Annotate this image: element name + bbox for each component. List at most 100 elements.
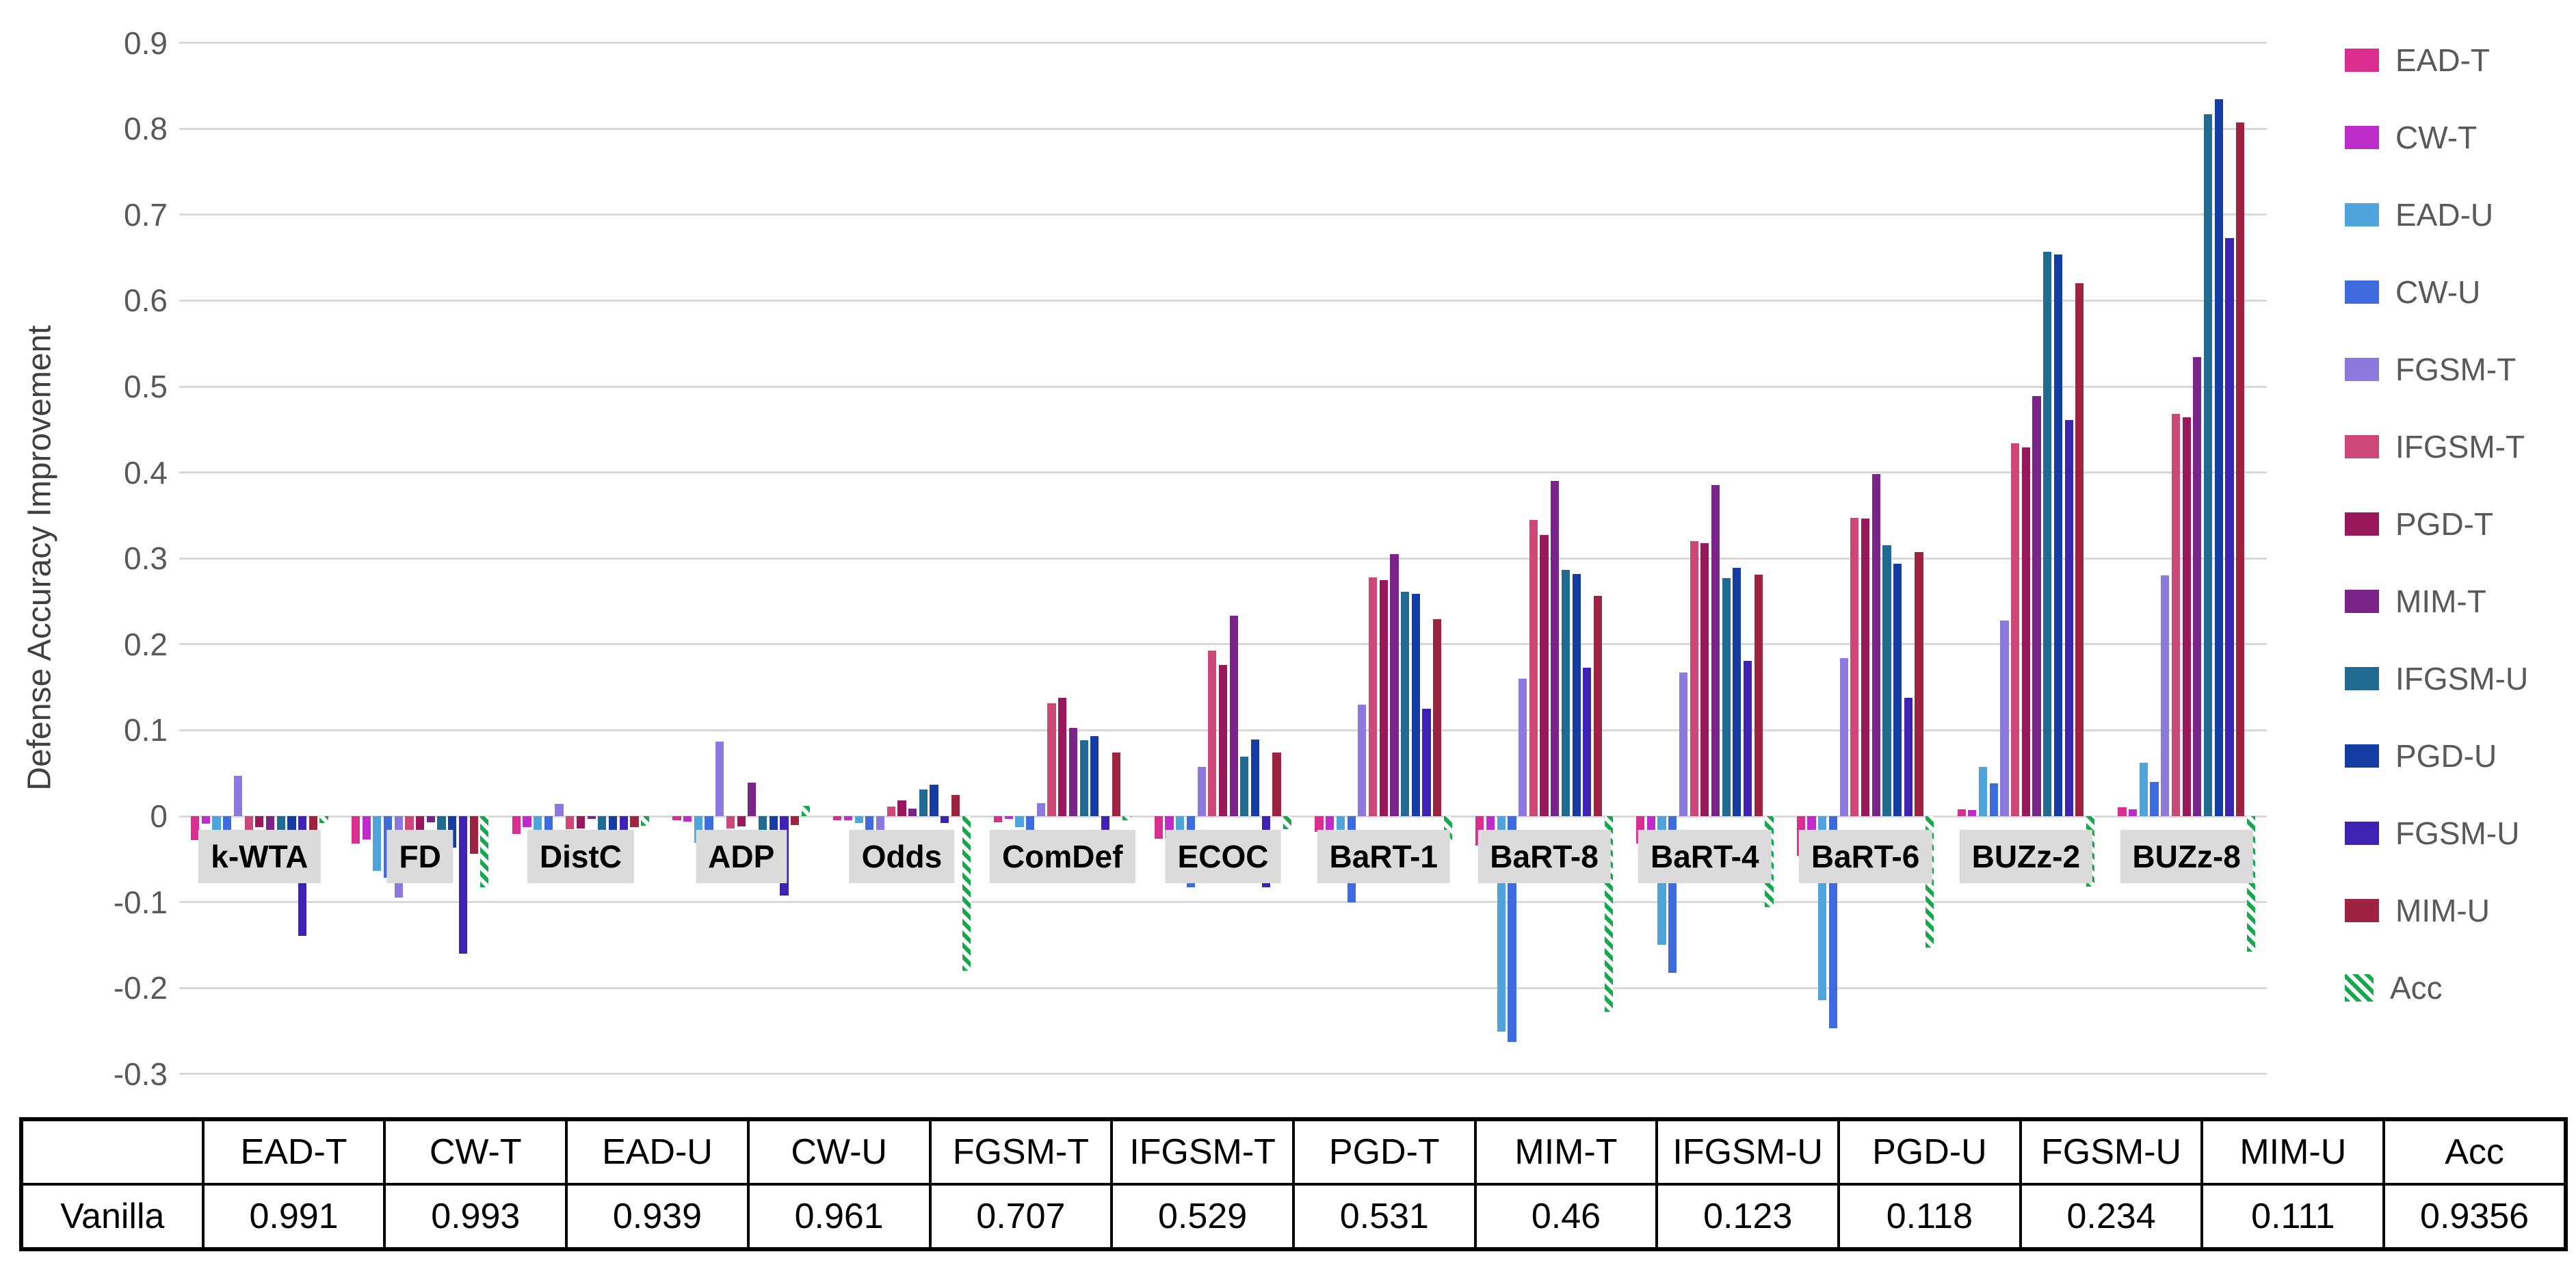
bar — [2161, 575, 2170, 816]
legend-swatch-icon — [2345, 512, 2379, 536]
bar — [1433, 619, 1442, 816]
bar — [941, 816, 949, 824]
bar — [2203, 114, 2213, 816]
bar — [512, 816, 521, 835]
bar — [2139, 763, 2148, 816]
y-tick-label: 0 — [150, 798, 168, 834]
bar — [1283, 816, 1292, 829]
category-label: BaRT-1 — [1317, 830, 1451, 883]
table-value-cell: 0.961 — [746, 1183, 932, 1251]
bar — [1572, 573, 1581, 816]
bar — [1722, 578, 1731, 816]
bar — [2118, 807, 2127, 816]
legend-item: FGSM-U — [2345, 815, 2520, 851]
bar — [1326, 816, 1335, 834]
legend-item: EAD-T — [2345, 42, 2490, 78]
gridline — [179, 299, 2267, 302]
category-label: BaRT-6 — [1798, 830, 1932, 883]
bar — [2182, 417, 2191, 816]
bar — [672, 816, 681, 821]
legend-label: CW-T — [2395, 120, 2478, 155]
bar — [265, 816, 275, 832]
legend-item: CW-U — [2345, 274, 2480, 310]
bar — [962, 816, 971, 971]
bar — [1915, 552, 1923, 816]
y-tick-label: 0.1 — [124, 712, 168, 748]
gridline — [179, 385, 2267, 388]
legend-item: FGSM-T — [2345, 352, 2516, 387]
bar — [1411, 593, 1420, 816]
bar — [683, 816, 692, 822]
gridline — [179, 42, 2267, 44]
bar — [1208, 650, 1217, 816]
bar — [1240, 757, 1249, 816]
table-header-cell: PGD-T — [1291, 1118, 1477, 1186]
bar — [1807, 816, 1816, 833]
legend-label: FGSM-U — [2395, 815, 2520, 851]
bar — [1583, 667, 1592, 816]
legend-swatch-icon — [2345, 974, 2374, 1002]
legend-swatch-icon — [2345, 822, 2379, 845]
bar — [2032, 395, 2041, 816]
legend-swatch-icon — [2345, 590, 2379, 613]
bar — [1744, 660, 1752, 816]
bar — [2064, 419, 2073, 816]
legend-item: MIM-U — [2345, 893, 2490, 928]
bar — [758, 816, 767, 834]
bar — [544, 816, 553, 833]
bar — [1839, 657, 1848, 816]
bar — [1486, 816, 1495, 833]
y-tick-label: 0.7 — [124, 196, 168, 233]
bar — [737, 816, 746, 827]
legend-label: Acc — [2390, 970, 2443, 1006]
bar — [1251, 740, 1260, 816]
bar — [1904, 697, 1913, 816]
bar — [416, 816, 425, 832]
bar — [405, 816, 414, 832]
table-value-cell: 0.993 — [383, 1183, 568, 1251]
bar — [1368, 577, 1378, 816]
bar — [1197, 767, 1206, 816]
gridline — [179, 213, 2267, 216]
bar — [1551, 481, 1560, 816]
table-header-cell: CW-U — [746, 1118, 932, 1186]
bar — [276, 816, 285, 832]
bar — [1733, 568, 1742, 816]
bar — [598, 816, 607, 833]
y-tick-label: 0.5 — [124, 369, 168, 404]
bar — [362, 816, 371, 839]
legend-item: IFGSM-U — [2345, 661, 2528, 696]
legend-swatch-icon — [2345, 744, 2379, 768]
legend-label: FGSM-T — [2395, 352, 2516, 387]
bar — [886, 807, 895, 816]
category-label: ADP — [696, 830, 787, 883]
legend-item: Acc — [2345, 970, 2443, 1006]
y-axis-title-wrap: Defense Accuracy Improvement — [21, 216, 59, 900]
table-header-cell: FGSM-T — [928, 1118, 1114, 1186]
legend-item: PGD-T — [2345, 506, 2493, 542]
table-value-cell: 0.46 — [1473, 1183, 1659, 1251]
bar — [2053, 254, 2063, 816]
bar — [576, 816, 585, 828]
bar — [2011, 443, 2020, 816]
category-label: BaRT-4 — [1638, 830, 1772, 883]
bar — [351, 816, 360, 844]
bar — [608, 816, 618, 834]
bar — [1058, 697, 1067, 816]
bar — [641, 816, 650, 826]
table-row-label: Vanilla — [20, 1183, 205, 1251]
bar — [1112, 753, 1120, 816]
gridline — [179, 471, 2267, 474]
legend-swatch-icon — [2345, 667, 2379, 690]
bar — [865, 816, 874, 832]
bar — [1646, 816, 1655, 832]
bar — [1154, 816, 1163, 839]
bar — [1068, 727, 1078, 816]
bar — [1122, 816, 1131, 821]
bar — [1090, 736, 1099, 816]
category-label: BUZz-2 — [1959, 830, 2093, 883]
bar — [1519, 679, 1527, 816]
bar — [2075, 283, 2084, 816]
table-header-cell: EAD-U — [565, 1118, 750, 1186]
